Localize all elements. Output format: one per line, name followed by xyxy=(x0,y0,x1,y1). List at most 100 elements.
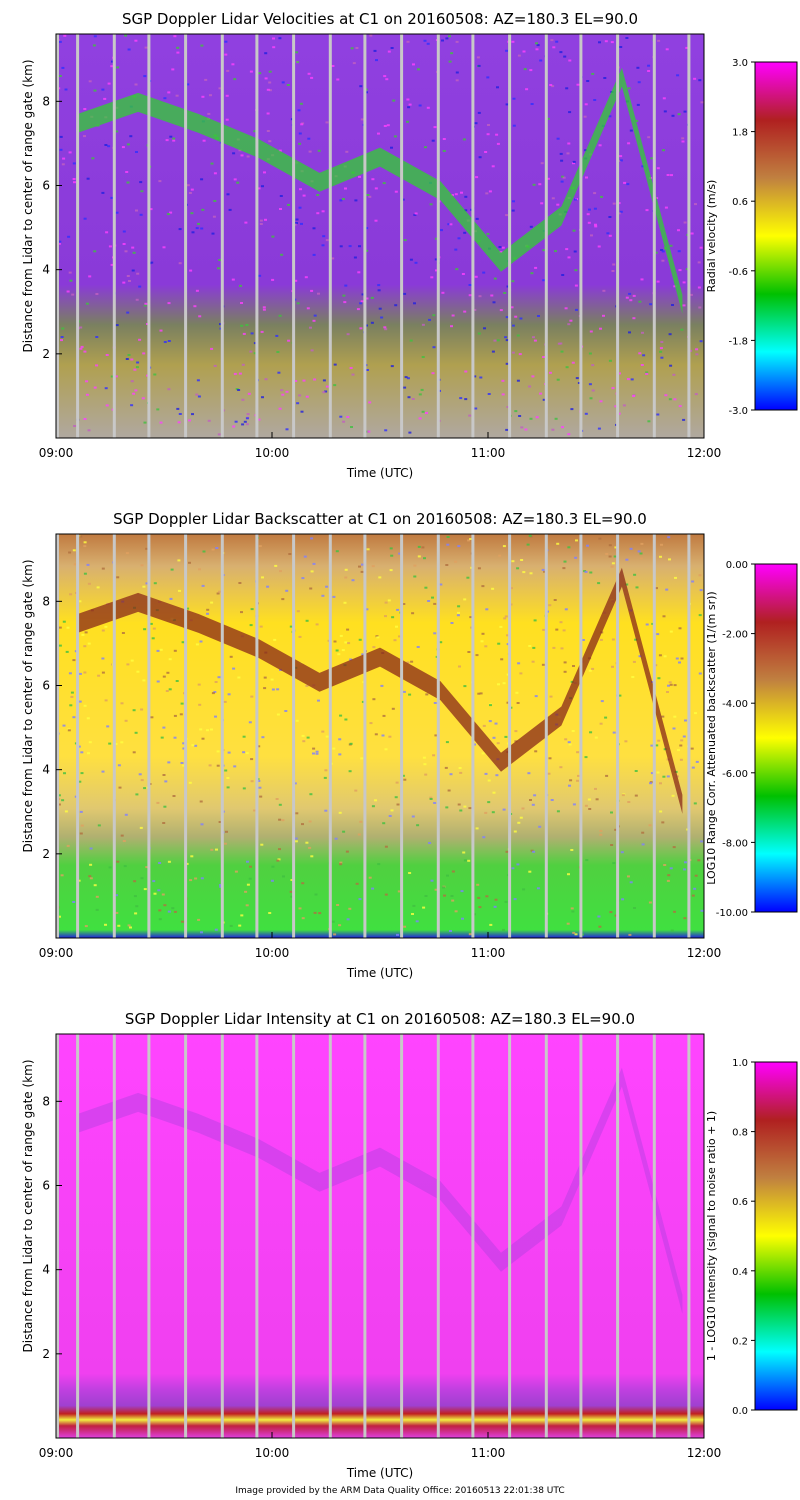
gap-line xyxy=(652,34,656,438)
gap-line xyxy=(255,1034,259,1438)
y-tick-label: 6 xyxy=(42,179,50,193)
colorbar-tick-label: -6.00 xyxy=(722,769,748,780)
y-tick-label: 8 xyxy=(42,1094,50,1108)
x-tick-label: 12:00 xyxy=(687,1446,722,1460)
x-tick-label: 09:00 xyxy=(39,1446,74,1460)
x-tick-label: 10:00 xyxy=(255,946,290,960)
gap-line xyxy=(184,1034,188,1438)
x-tick-label: 10:00 xyxy=(255,1446,290,1460)
gap-line xyxy=(56,534,59,938)
x-tick-label: 12:00 xyxy=(687,946,722,960)
y-tick-label: 2 xyxy=(42,347,50,361)
gap-line xyxy=(544,534,548,938)
gap-line xyxy=(687,1034,691,1438)
gap-line xyxy=(255,534,259,938)
y-tick-label: 6 xyxy=(42,679,50,693)
x-tick-label: 11:00 xyxy=(471,446,506,460)
heatmap-field xyxy=(56,1034,704,1438)
gap-line xyxy=(184,34,188,438)
heatmap-field xyxy=(56,34,704,438)
y-tick-label: 6 xyxy=(42,1179,50,1193)
gap-line xyxy=(436,534,440,938)
colorbar-tick-label: 0.8 xyxy=(732,1128,748,1139)
gap-line xyxy=(184,534,188,938)
gap-line xyxy=(56,1034,59,1438)
chart-panel-intensity: SGP Doppler Lidar Intensity at C1 on 201… xyxy=(21,1010,798,1480)
colorbar-tick-label: 1.8 xyxy=(732,128,748,139)
gap-line xyxy=(328,1034,332,1438)
y-tick-label: 2 xyxy=(42,847,50,861)
y-axis-label: Distance from Lidar to center of range g… xyxy=(21,559,35,852)
colorbar-tick-label: 1.0 xyxy=(732,1058,748,1069)
x-tick-label: 12:00 xyxy=(687,446,722,460)
x-tick-label: 10:00 xyxy=(255,446,290,460)
gap-line xyxy=(400,34,404,438)
gap-line xyxy=(328,34,332,438)
gap-line xyxy=(76,534,80,938)
x-axis-label: Time (UTC) xyxy=(346,966,413,980)
colorbar-tick-label: -8.00 xyxy=(722,838,748,849)
heatmap-field xyxy=(56,534,704,938)
gap-line xyxy=(687,34,691,438)
chart-title: SGP Doppler Lidar Intensity at C1 on 201… xyxy=(125,1010,635,1028)
gap-line xyxy=(687,534,691,938)
colorbar-tick-label: -10.00 xyxy=(716,908,748,919)
x-tick-label: 11:00 xyxy=(471,946,506,960)
y-axis-label: Distance from Lidar to center of range g… xyxy=(21,59,35,352)
cloud-layer-band xyxy=(77,1067,683,1314)
colorbar-tick-label: 0.4 xyxy=(732,1267,748,1278)
gap-line xyxy=(544,1034,548,1438)
gap-line xyxy=(616,34,620,438)
gap-line xyxy=(76,34,80,438)
gap-line xyxy=(220,1034,224,1438)
colorbar-label: 1 - LOG10 Intensity (signal to noise rat… xyxy=(705,1111,718,1361)
chart-panel-backscatter: SGP Doppler Lidar Backscatter at C1 on 2… xyxy=(21,510,798,980)
y-tick-label: 4 xyxy=(42,763,50,777)
x-axis-label: Time (UTC) xyxy=(346,1466,413,1480)
y-axis-label: Distance from Lidar to center of range g… xyxy=(21,1059,35,1352)
gap-line xyxy=(147,34,151,438)
colorbar-tick-label: 3.0 xyxy=(732,58,748,69)
gap-line xyxy=(616,1034,620,1438)
cloud-layer-band xyxy=(77,67,683,314)
colorbar-tick-label: -0.6 xyxy=(728,267,748,278)
colorbar-tick-label: -3.0 xyxy=(728,406,748,417)
gap-line xyxy=(579,534,583,938)
colorbar-tick-label: 0.6 xyxy=(732,197,748,208)
gap-line xyxy=(400,534,404,938)
gap-line xyxy=(328,534,332,938)
y-tick-label: 8 xyxy=(42,94,50,108)
gap-line xyxy=(292,1034,296,1438)
chart-title: SGP Doppler Lidar Backscatter at C1 on 2… xyxy=(113,510,647,528)
gap-line xyxy=(400,1034,404,1438)
colorbar-tick-label: 0.2 xyxy=(732,1336,748,1347)
x-tick-label: 09:00 xyxy=(39,946,74,960)
gap-line xyxy=(544,34,548,438)
y-tick-label: 8 xyxy=(42,594,50,608)
gap-line xyxy=(508,534,512,938)
gap-line xyxy=(579,1034,583,1438)
x-tick-label: 11:00 xyxy=(471,1446,506,1460)
footer-credit: Image provided by the ARM Data Quality O… xyxy=(235,1486,564,1496)
gap-line xyxy=(363,34,367,438)
gap-line xyxy=(220,534,224,938)
gap-line xyxy=(471,34,475,438)
colorbar-tick-label: -4.00 xyxy=(722,699,748,710)
colorbar-label: LOG10 Range Corr. Attenuated backscatter… xyxy=(705,591,718,884)
y-tick-label: 4 xyxy=(42,263,50,277)
gap-line xyxy=(363,534,367,938)
x-tick-label: 09:00 xyxy=(39,446,74,460)
gap-line xyxy=(471,534,475,938)
gap-line xyxy=(56,34,59,438)
gap-line xyxy=(508,34,512,438)
plot-frame xyxy=(55,33,705,439)
colorbar-tick-label: 0.6 xyxy=(732,1197,748,1208)
gap-line xyxy=(112,1034,116,1438)
gap-line xyxy=(436,1034,440,1438)
gap-line xyxy=(579,34,583,438)
gap-line xyxy=(652,1034,656,1438)
gap-line xyxy=(363,1034,367,1438)
gap-line xyxy=(147,534,151,938)
plot-frame xyxy=(55,533,705,939)
